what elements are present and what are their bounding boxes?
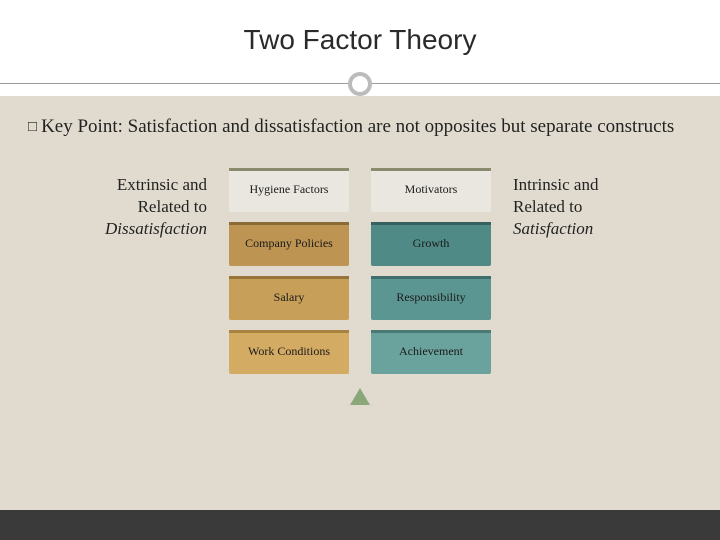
hygiene-cell-label: Salary: [274, 291, 305, 305]
hygiene-header-cell: Hygiene Factors: [229, 168, 349, 212]
title-area: Two Factor Theory: [0, 0, 720, 96]
key-point: □Key Point: Satisfaction and dissatisfac…: [28, 114, 692, 140]
two-factor-diagram: Extrinsic and Related to Dissatisfaction…: [28, 168, 692, 374]
left-label-line3: Dissatisfaction: [105, 219, 207, 238]
hygiene-cell: Work Conditions: [229, 330, 349, 374]
right-label-line3: Satisfaction: [513, 219, 593, 238]
hygiene-cell: Salary: [229, 276, 349, 320]
triangle-icon: [350, 388, 370, 405]
hygiene-cell-label: Work Conditions: [248, 345, 330, 359]
key-point-prefix: Key Point:: [41, 116, 128, 137]
hygiene-cell-label: Company Policies: [245, 237, 333, 251]
slide: Two Factor Theory □Key Point: Satisfacti…: [0, 0, 720, 540]
cell-accent: [371, 330, 491, 333]
bullet-icon: □: [28, 118, 37, 135]
footer-bar: [0, 510, 720, 540]
motivators-header-cell: Motivators: [371, 168, 491, 212]
cell-accent: [229, 276, 349, 279]
hygiene-header-accent: [229, 168, 349, 171]
motivators-cell-label: Achievement: [399, 345, 463, 359]
slide-title: Two Factor Theory: [0, 24, 720, 56]
motivators-header-label: Motivators: [405, 183, 458, 197]
motivators-cell-label: Growth: [413, 237, 450, 251]
cell-accent: [371, 276, 491, 279]
hygiene-column: Hygiene Factors Company Policies Salary …: [229, 168, 349, 374]
right-label-line2: Related to: [513, 197, 582, 216]
motivators-cell: Growth: [371, 222, 491, 266]
motivators-cell: Responsibility: [371, 276, 491, 320]
cell-accent: [371, 222, 491, 225]
cell-accent: [229, 330, 349, 333]
right-label-line1: Intrinsic and: [513, 175, 598, 194]
left-label-line1: Extrinsic and: [117, 175, 207, 194]
left-label-line2: Related to: [138, 197, 207, 216]
hygiene-header-label: Hygiene Factors: [250, 183, 329, 197]
motivators-cell-label: Responsibility: [396, 291, 465, 305]
motivators-cell: Achievement: [371, 330, 491, 374]
cell-accent: [229, 222, 349, 225]
motivators-column: Motivators Growth Responsibility Achieve…: [371, 168, 491, 374]
right-side-label: Intrinsic and Related to Satisfaction: [513, 168, 663, 240]
motivators-header-accent: [371, 168, 491, 171]
left-side-label: Extrinsic and Related to Dissatisfaction: [57, 168, 207, 240]
title-circle-icon: [348, 72, 372, 96]
key-point-text: Satisfaction and dissatisfaction are not…: [128, 116, 675, 137]
hygiene-cell: Company Policies: [229, 222, 349, 266]
body-area: □Key Point: Satisfaction and dissatisfac…: [0, 96, 720, 510]
